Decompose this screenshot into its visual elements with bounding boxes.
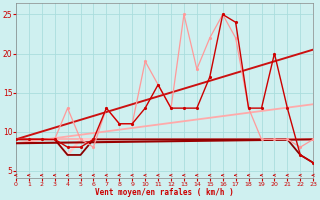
X-axis label: Vent moyen/en rafales ( km/h ): Vent moyen/en rafales ( km/h ) [95, 188, 234, 197]
